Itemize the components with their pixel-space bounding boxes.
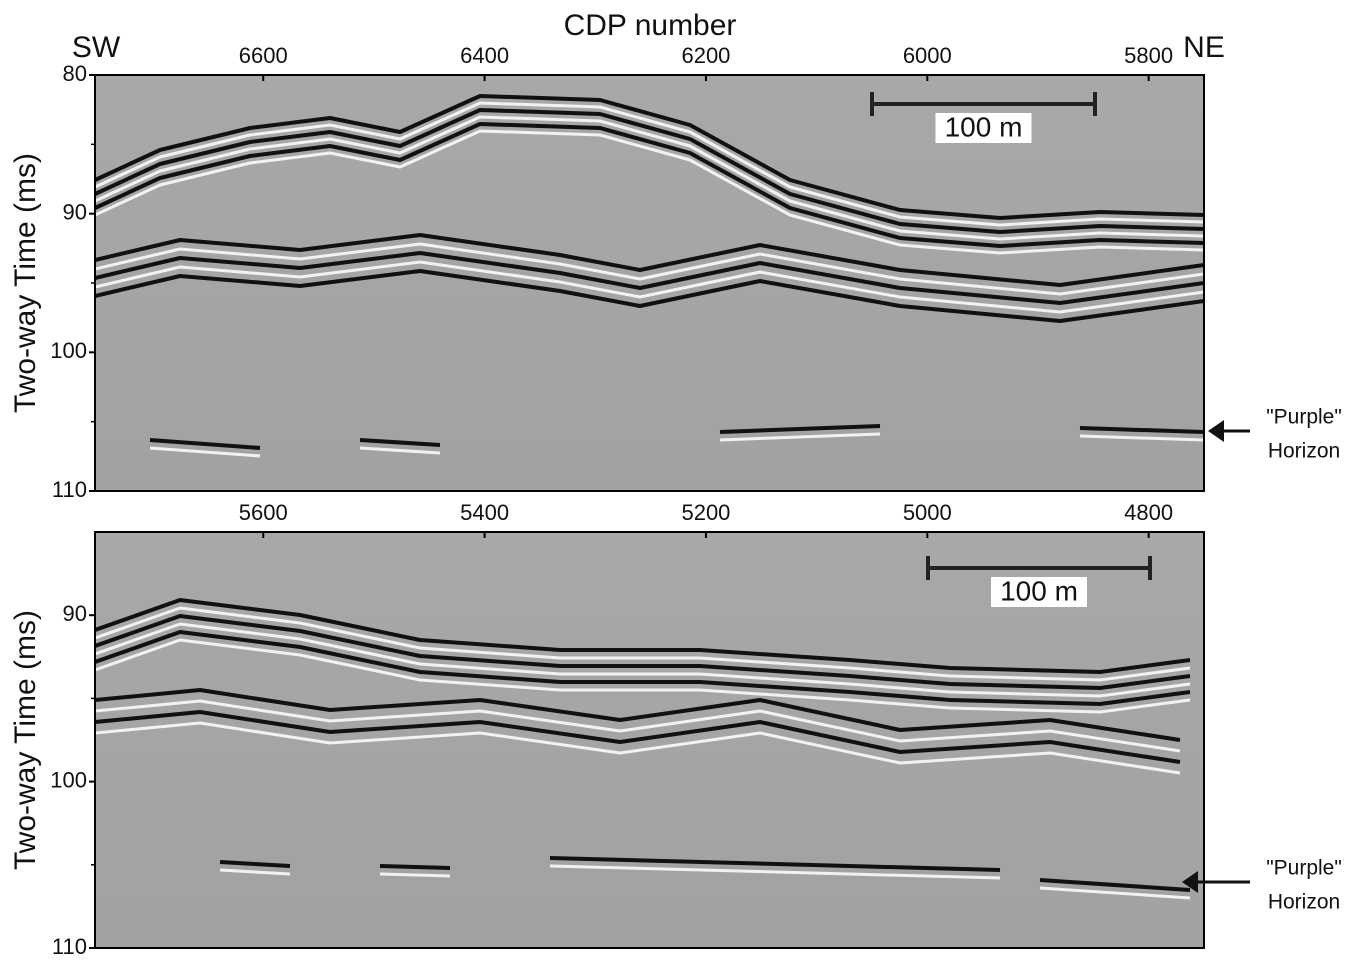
reflector bbox=[95, 260, 1204, 314]
x-tick-label: 6600 bbox=[239, 43, 288, 68]
y-tick-label: 110 bbox=[52, 934, 87, 959]
reflector bbox=[95, 242, 1204, 296]
x-tick-label: 6000 bbox=[903, 43, 952, 68]
reflector bbox=[95, 598, 1191, 674]
x-tick-label: 5200 bbox=[681, 500, 730, 525]
scale-label-bg bbox=[991, 577, 1087, 607]
reflector bbox=[1039, 878, 1191, 892]
reflector bbox=[359, 446, 441, 455]
y-axis-title: Two-way Time (ms) bbox=[9, 153, 42, 413]
y-tick-label: 110 bbox=[52, 477, 87, 502]
x-tick-label: 6200 bbox=[681, 43, 730, 68]
annotation-arrowhead bbox=[1182, 871, 1198, 893]
x-tick-label: 6400 bbox=[460, 43, 509, 68]
reflector bbox=[95, 108, 1204, 234]
reflector bbox=[95, 606, 1191, 682]
reflector bbox=[95, 94, 1204, 220]
reflector bbox=[379, 872, 451, 878]
reflector bbox=[95, 630, 1191, 706]
x-tick-label: 5600 bbox=[239, 500, 288, 525]
reflector bbox=[95, 122, 1204, 248]
reflector bbox=[95, 622, 1191, 698]
seismic-panel bbox=[95, 75, 1204, 491]
y-tick-label: 80 bbox=[63, 61, 87, 86]
reflector bbox=[95, 638, 1191, 714]
x-tick-label: 5000 bbox=[903, 500, 952, 525]
reflector bbox=[549, 864, 1001, 880]
reflector bbox=[359, 438, 441, 447]
reflector bbox=[1079, 426, 1204, 434]
plot-frame bbox=[94, 531, 1205, 949]
reflector bbox=[379, 864, 451, 870]
scale-bar-label: 100 m bbox=[945, 111, 1023, 142]
reflector bbox=[219, 868, 291, 876]
y-tick-label: 90 bbox=[63, 601, 87, 626]
reflector bbox=[1039, 886, 1191, 900]
annotation: Horizon bbox=[1268, 891, 1340, 914]
y-tick-label: 100 bbox=[50, 767, 87, 792]
reflector bbox=[95, 115, 1204, 241]
reflector bbox=[95, 699, 1181, 753]
reflector bbox=[95, 710, 1181, 764]
reflector bbox=[1079, 434, 1204, 442]
reflector bbox=[95, 101, 1204, 227]
x-tick-label: 4800 bbox=[1124, 500, 1173, 525]
x-tick-label: 5400 bbox=[460, 500, 509, 525]
reflector bbox=[549, 856, 1001, 872]
reflector bbox=[95, 721, 1181, 775]
reflector bbox=[95, 614, 1191, 690]
reflector bbox=[95, 233, 1204, 287]
reflector bbox=[219, 860, 291, 868]
reflector bbox=[95, 251, 1204, 305]
annotation: Horizon bbox=[1268, 440, 1340, 463]
direction-label: SW bbox=[72, 31, 121, 64]
reflector bbox=[719, 432, 881, 442]
y-tick-label: 90 bbox=[63, 199, 87, 224]
scale-label-bg bbox=[935, 113, 1032, 143]
annotation: "Purple" bbox=[1266, 406, 1342, 429]
reflector bbox=[95, 129, 1204, 255]
reflector bbox=[95, 688, 1181, 742]
scale-bar-label: 100 m bbox=[1000, 575, 1078, 606]
y-axis-title: Two-way Time (ms) bbox=[9, 610, 42, 870]
reflector bbox=[149, 438, 261, 450]
reflector bbox=[149, 446, 261, 458]
x-tick-label: 5800 bbox=[1124, 43, 1173, 68]
reflector bbox=[719, 424, 881, 434]
y-tick-label: 100 bbox=[50, 338, 87, 363]
annotation-arrowhead bbox=[1208, 420, 1224, 442]
reflector bbox=[95, 269, 1204, 323]
direction-label: NE bbox=[1183, 31, 1225, 64]
annotation: "Purple" bbox=[1266, 857, 1342, 880]
x-axis-title: CDP number bbox=[564, 9, 737, 42]
